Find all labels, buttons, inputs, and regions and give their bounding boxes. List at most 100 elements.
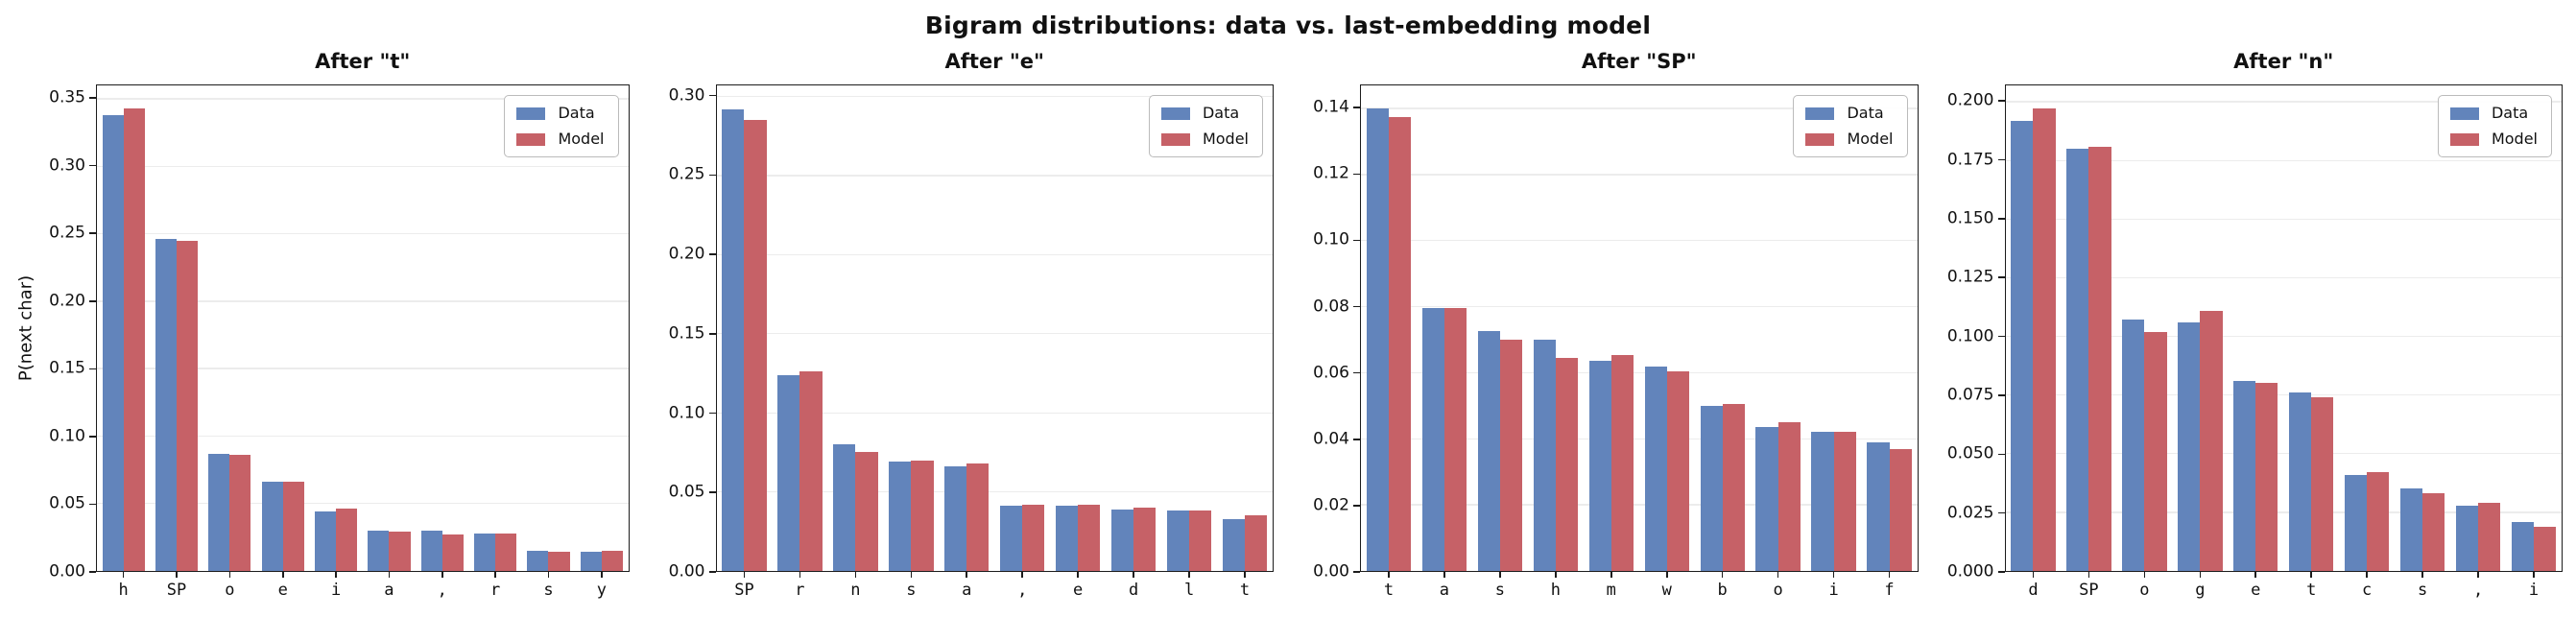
x-tick-mark [547,571,550,578]
y-tick-mark [708,174,716,177]
data-bar [1644,366,1667,571]
bar-group [883,85,939,571]
gridline [97,503,629,505]
y-tick-label: 0.10 [668,403,705,423]
x-tick-mark [1888,571,1891,578]
x-tick-label: r [795,581,805,600]
gridline [2005,335,2562,338]
data-bar [1110,509,1134,571]
x-tick-label: i [330,581,342,600]
y-tick-mark [89,436,96,438]
y-tick-mark [1353,571,1360,573]
x-tick-mark [2366,571,2368,578]
x-tick-mark [743,571,746,578]
legend-item: Model [1160,131,1249,147]
model-bar [2255,383,2278,571]
plot-area: h SP o e i a, r s y Data Model [96,84,630,599]
data-bar [944,466,967,571]
model-bar [2422,493,2445,571]
y-tick-mark [1997,394,2005,396]
bar-group [994,85,1050,571]
y-tick-label: 0.04 [1313,429,1349,449]
data-bar [1056,506,1079,571]
bar-group [1050,85,1106,571]
bar-group [827,85,883,571]
y-axis: 0.00 0.02 0.04 0.06 0.08 0.10 0.12 0.14 [1302,84,1360,580]
model-bar [2088,146,2111,571]
y-tick-mark [1353,305,1360,308]
x-tick-mark [1610,571,1612,578]
x-tick-label: g [2195,581,2206,600]
gridline [1361,371,1918,374]
x-tick-label: e [277,581,288,600]
bar-group [1806,85,1862,571]
y-tick-label: 0.35 [49,87,85,107]
x-tick-mark [601,571,603,578]
bar-group [256,85,309,571]
data-bar [1477,331,1500,571]
y-tick-label: 0.05 [668,482,705,502]
model-bar [177,240,199,571]
data-bar [261,482,283,571]
y-tick-mark [89,368,96,370]
x-tick-mark [1388,571,1390,578]
x-tick-label: o [2139,581,2150,600]
bar-group [2116,85,2172,571]
panel-title: After "n" [2233,50,2334,73]
model-bar [229,455,251,571]
x-tick-label: d [2028,581,2039,600]
plot-area: t a s h m w b o i f Data Model [1360,84,1919,599]
data-bar [2289,392,2312,571]
x-tick-mark [1244,571,1246,578]
x-tick-label: SP [2079,581,2099,600]
bar-group [1751,85,1806,571]
x-tick-mark [966,571,968,578]
gridline [97,98,629,100]
legend-label: Model [558,130,605,148]
legend-swatch-data [2449,107,2479,120]
gridline [716,412,1273,414]
bar-group [2228,85,2283,571]
y-tick-mark [708,412,716,415]
x-tick-label: s [906,581,917,600]
bar-group [1217,85,1273,571]
y-tick-mark [89,97,96,99]
data-bar [155,239,178,571]
model-bar [1499,340,1523,571]
data-bar [1222,518,1246,571]
bar-group [1161,85,1217,571]
model-bar [1666,370,1689,571]
y-tick-mark [1353,505,1360,507]
bar-group [772,85,827,571]
y-tick-mark [1353,173,1360,176]
x-tick-mark [2254,571,2257,578]
chart-panel: After "n" 0.000 0.025 0.050 0.075 0.100 0.125 0… [1946,50,2563,599]
legend-item: Data [2449,106,2538,121]
gridline [2005,159,2562,161]
x-tick-label: r [490,581,501,600]
model-bar [2311,397,2334,571]
data-bar [889,462,912,571]
bar-group [1862,85,1918,571]
gridline [716,253,1273,256]
y-tick-mark [89,503,96,506]
bar-group [97,85,150,571]
y-tick-label: 0.00 [49,561,85,582]
data-bar [1166,510,1190,571]
bar-group [2172,85,2228,571]
x-tick-mark [1499,571,1501,578]
bars-layer [1361,85,1918,571]
y-tick-label: 0.100 [1946,326,1994,346]
gridline [716,490,1273,493]
bar-group [575,85,628,571]
x-tick-label: i [1828,581,1839,600]
figure-title: Bigram distributions: data vs. last-embe… [924,12,1652,39]
data-bar [2122,320,2145,571]
legend-label: Data [558,104,595,122]
data-bar [580,552,602,571]
data-bar [2511,521,2535,571]
bar-group [468,85,521,571]
bar-group [2450,85,2506,571]
x-tick-label: s [2418,581,2428,600]
y-tick-label: 0.00 [1313,561,1349,582]
